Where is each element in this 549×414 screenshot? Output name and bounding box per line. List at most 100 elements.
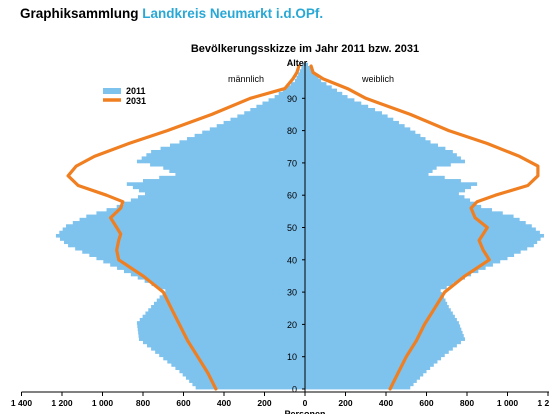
bar-2011-male bbox=[278, 91, 305, 96]
bar-2011-male bbox=[194, 133, 305, 138]
bar-2011-male bbox=[106, 208, 305, 212]
bar-2011-female bbox=[305, 272, 472, 277]
line-2031-male bbox=[66, 64, 301, 391]
bar-2011-female bbox=[305, 117, 394, 122]
bar-2011-female bbox=[305, 246, 528, 251]
bar-2011-female bbox=[305, 111, 382, 115]
bar-2011-male bbox=[237, 114, 305, 119]
bar-2011-male bbox=[187, 137, 305, 141]
header-region: Landkreis Neumarkt i.d.OPf. bbox=[142, 6, 324, 21]
bar-2011-female bbox=[305, 263, 493, 267]
bar-2011-female bbox=[305, 308, 451, 312]
x-tick-label: 1 400 bbox=[11, 398, 33, 408]
legend-swatch-2011 bbox=[103, 88, 121, 94]
bar-2011-male bbox=[55, 233, 305, 238]
bar-2011-male bbox=[151, 305, 305, 309]
bar-2011-female bbox=[305, 269, 479, 274]
bar-2011-female bbox=[305, 114, 388, 119]
bar-2011-female bbox=[305, 188, 465, 193]
bar-2011-female bbox=[305, 137, 426, 141]
bar-2011-female bbox=[305, 182, 478, 186]
bar-2011-male bbox=[250, 107, 305, 112]
y-axis-label: Alter bbox=[287, 58, 308, 68]
bar-2011-female bbox=[305, 350, 449, 354]
bar-2011-female bbox=[305, 195, 465, 199]
bar-2011-male bbox=[139, 317, 305, 322]
x-tick-label: 400 bbox=[379, 398, 393, 408]
bar-2011-female bbox=[305, 146, 446, 151]
bar-2011-male bbox=[223, 120, 305, 125]
x-tick-label: 400 bbox=[217, 398, 231, 408]
bar-2011-male bbox=[230, 117, 305, 122]
bar-2011-male bbox=[156, 298, 305, 303]
bar-2011-female bbox=[305, 288, 441, 293]
bar-2011-female bbox=[305, 191, 459, 196]
bar-2011-male bbox=[209, 127, 305, 131]
bar-2011-male bbox=[75, 246, 305, 251]
bar-2011-male bbox=[175, 366, 305, 371]
bar-2011-male bbox=[294, 78, 305, 83]
bar-2011-male bbox=[62, 227, 305, 232]
bar-2011-male bbox=[185, 376, 305, 380]
x-tick-label: 600 bbox=[419, 398, 433, 408]
bar-2011-female bbox=[305, 98, 355, 102]
bar-2011-male bbox=[130, 198, 305, 203]
line-2031-female bbox=[309, 64, 540, 391]
bar-2011-female bbox=[305, 69, 314, 73]
header-prefix: Graphiksammlung bbox=[20, 6, 139, 21]
bar-2011-female bbox=[305, 382, 414, 387]
bar-2011-male bbox=[165, 288, 305, 293]
bar-2011-male bbox=[144, 279, 305, 283]
bar-2011-female bbox=[305, 172, 429, 177]
bar-2011-male bbox=[151, 282, 305, 287]
bar-2011-female bbox=[305, 256, 508, 261]
bar-2011-male bbox=[136, 321, 305, 325]
y-tick-label: 40 bbox=[287, 255, 297, 265]
bar-2011-male bbox=[298, 72, 305, 77]
bar-2011-female bbox=[305, 149, 453, 154]
bar-2011-female bbox=[305, 243, 534, 248]
bar-2011-male bbox=[137, 327, 305, 332]
bar-2011-female bbox=[305, 204, 482, 209]
x-axis-ticks: 1 400 1 200 1 000 800 600 400 200 0 200 400 600 800… bbox=[11, 392, 549, 408]
bar-2011-female bbox=[305, 363, 434, 367]
bar-2011-male bbox=[103, 259, 305, 264]
bar-2011-male bbox=[141, 156, 305, 161]
bar-2011-female bbox=[305, 227, 536, 232]
bar-2011-female bbox=[305, 295, 444, 299]
bar-2011-male bbox=[66, 224, 305, 228]
bar-2011-female bbox=[305, 237, 541, 241]
bar-2011-male bbox=[299, 69, 305, 73]
bar-2011-female bbox=[305, 175, 445, 180]
bar-2011-male bbox=[138, 330, 305, 335]
bar-2011-male bbox=[72, 221, 305, 225]
bar-2011-female bbox=[305, 162, 451, 167]
bar-2011-male bbox=[132, 185, 305, 190]
bar-2011-male bbox=[290, 82, 305, 86]
bar-2011-male bbox=[256, 104, 305, 109]
bar-2011-male bbox=[138, 337, 305, 341]
bar-2011-male bbox=[159, 353, 305, 358]
bar-2011-female bbox=[305, 250, 521, 254]
bar-2011-female bbox=[305, 78, 322, 83]
bar-2011-male bbox=[268, 98, 305, 102]
bar-2011-female bbox=[305, 266, 486, 270]
bar-2011-male bbox=[155, 350, 305, 354]
bar-2011-female bbox=[305, 301, 448, 306]
y-tick-label: 0 bbox=[292, 385, 297, 395]
bar-2011-female bbox=[305, 321, 459, 325]
bar-2011-female bbox=[305, 101, 362, 106]
bar-2011-female bbox=[305, 127, 411, 131]
bar-2011-male bbox=[96, 256, 305, 261]
bar-2011-female bbox=[305, 130, 416, 135]
bar-2011-male bbox=[142, 314, 305, 319]
bar-2011-female bbox=[305, 72, 316, 77]
bar-2011-male bbox=[64, 240, 306, 245]
bar-2011-female bbox=[305, 233, 544, 238]
x-tick-label: 1 200 bbox=[51, 398, 73, 408]
bar-2011-female bbox=[305, 327, 462, 332]
bar-2011-female bbox=[305, 275, 465, 280]
bar-2011-male bbox=[216, 124, 305, 128]
bar-2011-male bbox=[159, 175, 305, 180]
bar-2011-male bbox=[150, 162, 305, 167]
